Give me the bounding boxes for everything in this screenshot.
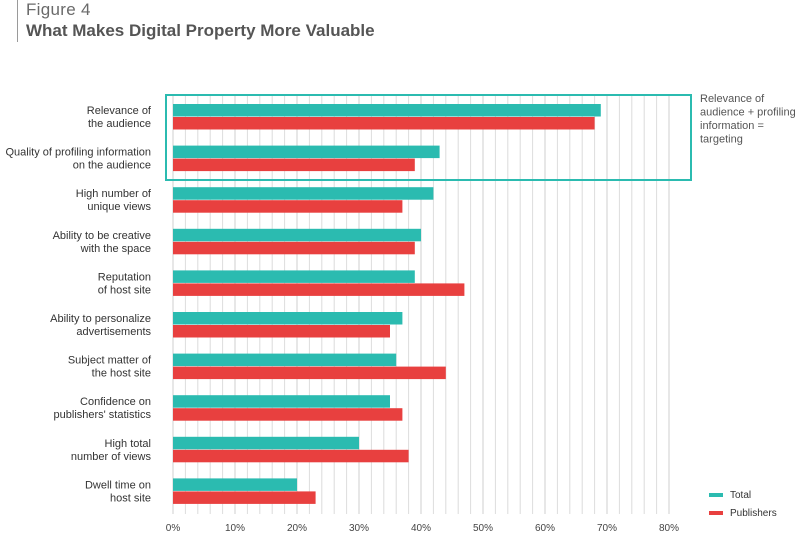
bar-total — [173, 312, 403, 325]
x-tick-label: 0% — [166, 523, 181, 534]
legend-label-total: Total — [730, 490, 751, 501]
figure-header: Figure 4 What Makes Digital Property Mor… — [17, 0, 375, 42]
category-label: Subject matter of the host site — [68, 355, 152, 380]
bar-total — [173, 104, 601, 117]
category-label: Reputation of host site — [98, 271, 151, 296]
bar-total — [173, 145, 440, 159]
bar-total — [173, 395, 390, 408]
category-label: Confidence on publishers' statistics — [54, 396, 152, 421]
bar-total — [173, 478, 297, 491]
highlight-box — [165, 94, 692, 181]
figure-label: Figure 4 — [26, 0, 91, 19]
bar-publishers — [173, 117, 595, 130]
x-tick-label: 20% — [287, 523, 307, 534]
bar-publishers — [173, 200, 403, 213]
x-tick-label: 40% — [411, 523, 431, 534]
bar-total — [173, 436, 359, 450]
x-tick-label: 80% — [659, 523, 679, 534]
category-label: Ability to personalize advertisements — [50, 313, 151, 338]
category-label: High total number of views — [71, 438, 152, 463]
bar-total — [173, 270, 415, 283]
x-tick-label: 10% — [225, 523, 245, 534]
bar-publishers — [173, 449, 409, 463]
category-label: Quality of profiling information on the a… — [5, 147, 151, 172]
bar-total — [173, 353, 397, 367]
x-tick-label: 70% — [597, 523, 617, 534]
bar-publishers — [173, 241, 415, 255]
x-tick-label: 50% — [473, 523, 493, 534]
bar-publishers — [173, 366, 446, 380]
category-label: Relevance of the audience — [87, 105, 152, 130]
bar-publishers — [173, 491, 316, 504]
x-tick-label: 60% — [535, 523, 555, 534]
category-label: High number of unique views — [76, 188, 152, 213]
bar-publishers — [173, 283, 465, 296]
annotation-text: Relevance of audience + profiling informat… — [700, 93, 796, 146]
bar-total — [173, 228, 421, 242]
x-tick-label: 30% — [349, 523, 369, 534]
category-label: Ability to be creative with the space — [53, 230, 151, 255]
chart-title: What Makes Digital Property More Valuabl… — [26, 21, 375, 40]
legend-swatch-total — [709, 493, 723, 497]
category-label: Dwell time on host site — [85, 479, 151, 504]
bar-publishers — [173, 325, 390, 338]
bar-total — [173, 187, 434, 200]
legend-swatch-publishers — [709, 511, 723, 515]
bar-publishers — [173, 408, 403, 421]
bar-publishers — [173, 158, 415, 172]
legend-label-publishers: Publishers — [730, 508, 777, 519]
